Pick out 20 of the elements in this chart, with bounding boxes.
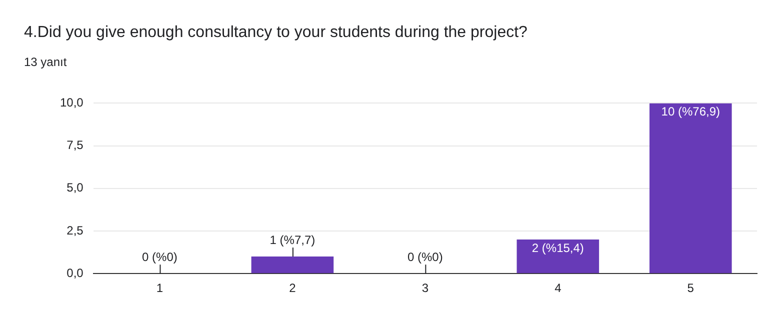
y-tick-label: 7,5 <box>66 138 84 152</box>
x-tick-label: 4 <box>554 281 562 296</box>
bar <box>516 240 600 274</box>
y-tick-label: 5,0 <box>66 180 84 195</box>
x-tick-label: 2 <box>289 281 296 296</box>
x-tick-label: 5 <box>687 281 694 296</box>
y-tick-label: 0,0 <box>66 266 84 280</box>
data-label: 1 (%7,7) <box>270 232 316 247</box>
x-tick-label: 1 <box>156 281 164 296</box>
chart-subtitle: 13 yanıt <box>24 55 67 69</box>
data-label: 0 (%0) <box>142 250 178 264</box>
bar <box>251 256 334 274</box>
data-label: 2 (%15,4) <box>532 240 584 255</box>
y-tick-label: 2,5 <box>66 223 84 238</box>
y-tick-label: 10,0 <box>60 96 84 110</box>
bar <box>649 103 732 274</box>
x-tick-label: 3 <box>422 281 429 296</box>
data-label: 10 (%76,9) <box>661 104 720 119</box>
chart-title: 4.Did you give enough consultancy to your students during the project? <box>24 24 528 42</box>
data-label: 0 (%0) <box>408 250 443 264</box>
